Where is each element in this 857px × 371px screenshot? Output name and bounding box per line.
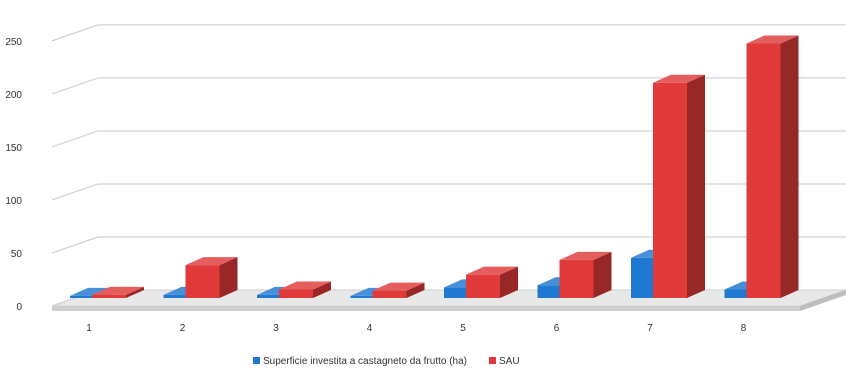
- bar-side: [126, 286, 144, 298]
- bar-front: [279, 289, 313, 298]
- x-tick-label: 3: [273, 323, 279, 334]
- legend-label: Superficie investita a castagneto da fru…: [263, 356, 467, 367]
- floor-side: [800, 290, 846, 311]
- y-tick-label: 100: [5, 196, 22, 207]
- bar: [372, 282, 425, 298]
- gridline-side: [51, 24, 99, 42]
- legend: Superficie investita a castagneto da fru…: [253, 356, 520, 367]
- grid: [51, 24, 846, 307]
- bar-top: [466, 266, 518, 275]
- gridline-side: [51, 77, 99, 95]
- y-tick-label: 250: [5, 37, 22, 48]
- bar-top: [185, 257, 238, 266]
- bars: [70, 35, 799, 299]
- bar-side: [219, 257, 238, 298]
- gridline-side: [51, 183, 99, 201]
- x-tick-label: 4: [367, 323, 373, 334]
- gridline-side: [51, 130, 99, 148]
- x-tick-label: 8: [741, 323, 747, 334]
- bar: [746, 35, 799, 299]
- bar-side: [406, 282, 425, 298]
- bar-front: [372, 290, 407, 298]
- bar-top: [372, 282, 425, 291]
- legend-label: SAU: [499, 356, 520, 367]
- bar-front: [185, 265, 220, 298]
- bar-side: [313, 281, 331, 298]
- bar-front: [559, 259, 594, 298]
- bar-front: [92, 294, 126, 298]
- x-tick-label: 1: [86, 323, 92, 334]
- floor-edge: [52, 306, 800, 311]
- x-tick-label: 5: [460, 323, 466, 334]
- gridline-side: [51, 236, 99, 254]
- bar: [185, 257, 238, 298]
- bar-top: [746, 35, 799, 44]
- x-tick-label: 6: [554, 323, 560, 334]
- x-tick-label: 2: [180, 323, 186, 334]
- bar-top: [92, 286, 144, 295]
- y-tick-label: 150: [5, 143, 22, 154]
- bar-front: [746, 43, 781, 299]
- bar: [653, 74, 705, 298]
- bar-top: [279, 281, 331, 290]
- bar: [279, 281, 331, 298]
- y-tick-label: 200: [5, 90, 22, 101]
- bar: [466, 266, 518, 298]
- x-axis-ticks: 1 2 3 4 5 6 7 8: [86, 323, 747, 334]
- bar: [92, 286, 144, 298]
- x-tick-label: 7: [647, 323, 653, 334]
- bar-side: [593, 251, 612, 298]
- y-tick-label: 0: [16, 302, 22, 313]
- bar-front: [466, 274, 500, 298]
- y-axis-ticks: 0 50 100 150 200 250: [5, 37, 22, 313]
- y-tick-label: 50: [11, 249, 23, 260]
- legend-swatch: [489, 357, 497, 364]
- bar-side: [780, 35, 799, 299]
- bar-side: [687, 74, 705, 298]
- legend-swatch: [253, 357, 260, 364]
- bar-front: [653, 82, 687, 298]
- bar-top: [559, 251, 612, 260]
- bar: [559, 251, 612, 298]
- bar-side: [500, 266, 518, 298]
- bar-top: [653, 74, 705, 83]
